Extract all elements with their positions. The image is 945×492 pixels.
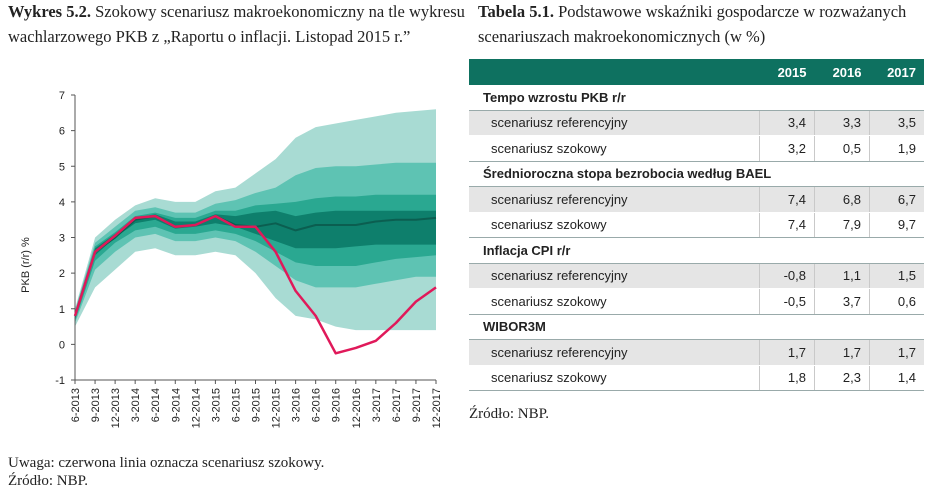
row-label: scenariusz referencyjny [469, 187, 760, 213]
table-row: scenariusz szokowy 1,8 2,3 1,4 [469, 365, 924, 391]
table-header-2017: 2017 [870, 59, 925, 85]
section-title: Inflacja CPI r/r [469, 238, 924, 264]
cell-value: 1,9 [870, 136, 925, 162]
table-row: scenariusz referencyjny -0,8 1,1 1,5 [469, 263, 924, 289]
x-tick-label: 6-2014 [150, 388, 162, 422]
cell-value: 3,3 [815, 110, 870, 136]
table-row: scenariusz szokowy 3,2 0,5 1,9 [469, 136, 924, 162]
figure-source: Źródło: NBP. [8, 472, 88, 490]
section-wibor: WIBOR3M [469, 314, 924, 340]
x-tick-label: 3-2017 [371, 388, 383, 422]
row-label: scenariusz szokowy [469, 289, 760, 315]
row-label: scenariusz referencyjny [469, 263, 760, 289]
y-tick-label: 1 [59, 304, 65, 316]
table-row: scenariusz referencyjny 7,4 6,8 6,7 [469, 187, 924, 213]
x-tick-label: 9-2017 [411, 388, 423, 422]
table-row: scenariusz szokowy 7,4 7,9 9,7 [469, 212, 924, 238]
cell-value: -0,8 [760, 263, 815, 289]
cell-value: 1,5 [870, 263, 925, 289]
table-header-2016: 2016 [815, 59, 870, 85]
cell-value: 1,7 [870, 340, 925, 366]
cell-value: 7,4 [760, 187, 815, 213]
figure-title-block: Wykres 5.2. Szokowy scenariusz makroekon… [8, 0, 470, 49]
section-title: WIBOR3M [469, 314, 924, 340]
figure-number: Wykres 5.2. [8, 2, 91, 21]
section-gdp: Tempo wzrostu PKB r/r [469, 85, 924, 110]
x-tick-label: 3-2014 [130, 388, 142, 422]
x-tick-label: 9-2015 [251, 388, 263, 422]
y-tick-label: 7 [59, 90, 65, 102]
cell-value: 6,7 [870, 187, 925, 213]
x-tick-label: 12-2013 [110, 388, 122, 428]
cell-value: 3,4 [760, 110, 815, 136]
row-label: scenariusz szokowy [469, 212, 760, 238]
cell-value: 0,6 [870, 289, 925, 315]
x-tick-label: 12-2017 [431, 388, 443, 428]
cell-value: 7,9 [815, 212, 870, 238]
x-tick-label: 6-2015 [230, 388, 242, 422]
y-tick-label: 2 [59, 268, 65, 280]
cell-value: 1,4 [870, 365, 925, 391]
table-number: Tabela 5.1. [478, 2, 554, 21]
x-tick-label: 6-2016 [311, 388, 323, 422]
cell-value: 0,5 [815, 136, 870, 162]
y-axis-label: PKB (r/r) % [20, 237, 32, 293]
y-tick-label: 5 [59, 161, 65, 173]
cell-value: 6,8 [815, 187, 870, 213]
x-tick-label: 9-2016 [331, 388, 343, 422]
x-tick-label: 6-2017 [391, 388, 403, 422]
x-tick-label: 3-2015 [210, 388, 222, 422]
x-tick-label: 12-2014 [190, 388, 202, 428]
fan-bands [75, 109, 436, 330]
x-tick-label: 6-2013 [70, 388, 82, 422]
figure-note: Uwaga: czerwona linia oznacza scenariusz… [8, 454, 324, 472]
cell-value: -0,5 [760, 289, 815, 315]
x-tick-label: 12-2015 [271, 388, 283, 428]
section-title: Średnioroczna stopa bezrobocia według BA… [469, 161, 924, 187]
cell-value: 9,7 [870, 212, 925, 238]
y-tick-label: 4 [59, 197, 65, 209]
row-label: scenariusz referencyjny [469, 340, 760, 366]
table-header-blank [469, 59, 760, 85]
table-row: scenariusz referencyjny 1,7 1,7 1,7 [469, 340, 924, 366]
x-tick-label: 3-2016 [291, 388, 303, 422]
indicators-table: 2015 2016 2017 Tempo wzrostu PKB r/r sce… [469, 59, 924, 391]
cell-value: 3,7 [815, 289, 870, 315]
table-source: Źródło: NBP. [469, 405, 549, 423]
cell-value: 1,7 [815, 340, 870, 366]
table-row: scenariusz szokowy -0,5 3,7 0,6 [469, 289, 924, 315]
cell-value: 3,5 [870, 110, 925, 136]
cell-value: 3,2 [760, 136, 815, 162]
cell-value: 1,8 [760, 365, 815, 391]
section-title: Tempo wzrostu PKB r/r [469, 85, 924, 110]
table-header-2015: 2015 [760, 59, 815, 85]
row-label: scenariusz szokowy [469, 365, 760, 391]
y-tick-label: -1 [55, 375, 65, 387]
section-unemployment: Średnioroczna stopa bezrobocia według BA… [469, 161, 924, 187]
row-label: scenariusz referencyjny [469, 110, 760, 136]
x-tick-label: 12-2016 [351, 388, 363, 428]
fan-chart: -1 0 1 2 3 4 5 6 7 6-2013 9-2013 12-2013 3-2014 6-201… [0, 80, 460, 440]
x-tick-label: 9-2014 [170, 388, 182, 422]
y-tick-label: 3 [59, 233, 65, 245]
y-tick-label: 0 [59, 339, 65, 351]
cell-value: 1,1 [815, 263, 870, 289]
section-inflation: Inflacja CPI r/r [469, 238, 924, 264]
cell-value: 2,3 [815, 365, 870, 391]
cell-value: 7,4 [760, 212, 815, 238]
table-row: scenariusz referencyjny 3,4 3,3 3,5 [469, 110, 924, 136]
row-label: scenariusz szokowy [469, 136, 760, 162]
cell-value: 1,7 [760, 340, 815, 366]
table-title-block: Tabela 5.1. Podstawowe wskaźniki gospoda… [478, 0, 940, 49]
table-header-row: 2015 2016 2017 [469, 59, 924, 85]
y-tick-label: 6 [59, 126, 65, 138]
x-tick-label: 9-2013 [90, 388, 102, 422]
